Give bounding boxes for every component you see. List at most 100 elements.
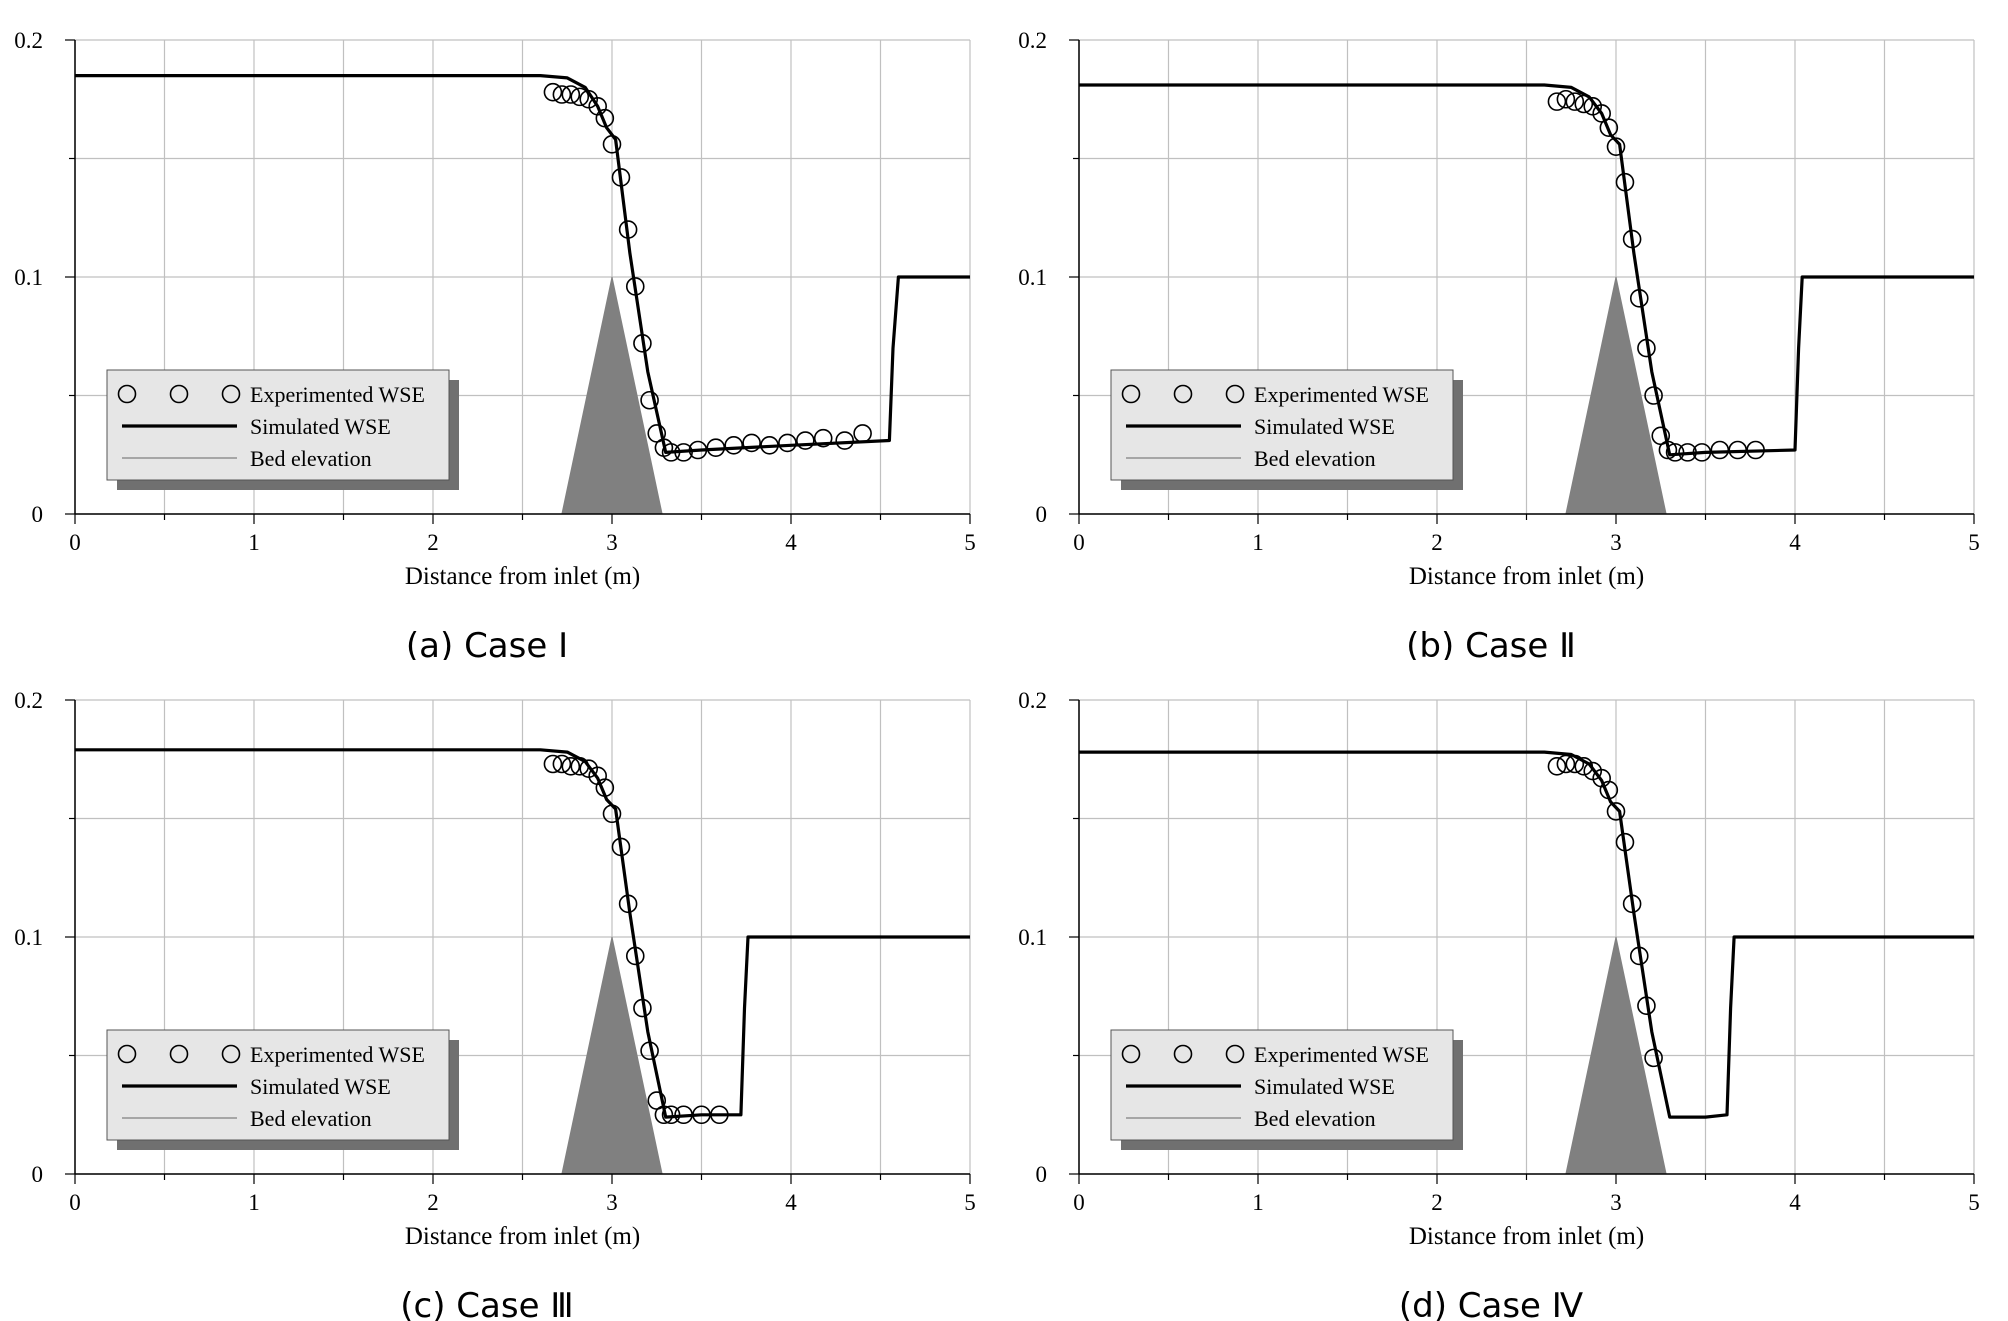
experimented-wse-point [674,443,693,462]
experimented-wse-point [1637,338,1656,358]
legend-label-experimented-wse: Experimented WSE [1254,1042,1429,1067]
experimented-wse-point [1629,946,1649,966]
experimented-wse-point [1746,440,1765,460]
y-tick-label: 0.1 [1018,265,1047,290]
experimented-wse-point [543,754,563,774]
experimented-wse-point [570,757,590,776]
x-tick-label: 5 [964,530,976,555]
chart-case-3: 0 1 2 3 4 5 0 0.1 0.2 Distance from inlet (m) Expe… [14,688,976,1321]
x-tick-label: 1 [1252,530,1264,555]
experimented-wse-point [1644,1048,1663,1068]
experimented-wse-point [796,431,815,450]
x-tick-label: 2 [427,530,439,555]
legend-label-bed-elevation: Bed elevation [1254,446,1376,471]
ticks [65,699,971,1184]
legend-label-simulated-wse: Simulated WSE [250,1074,391,1099]
experimented-wse-point [570,87,590,107]
experimented-wse-point [661,1105,681,1125]
experimented-wse-points [1547,89,1765,462]
experimented-wse-point [724,435,744,455]
legend-label-simulated-wse: Simulated WSE [250,414,391,439]
x-tick-label: 1 [1252,1190,1264,1215]
ticks [65,39,971,524]
x-tick-label: 1 [248,530,260,555]
experimented-wse-point [1665,443,1685,462]
x-tick-label: 5 [964,1190,976,1215]
experimented-wse-point [633,998,652,1018]
simulated-wse-line [75,73,970,454]
x-axis-label: Distance from inlet (m) [405,1223,640,1250]
experimented-wse-point [561,85,581,104]
legend-label-experimented-wse: Experimented WSE [250,1042,425,1067]
legend-marker-circle [1173,384,1193,404]
legend: Experimented WSE Simulated WSE Bed elevati… [1110,369,1463,490]
legend-marker-circle [1121,1044,1141,1064]
legend-marker-circle [169,384,189,404]
x-tick-label: 0 [1073,1190,1085,1215]
experimented-wse-point [1574,94,1594,114]
chart-case-4: 0 1 2 3 4 5 0 0.1 0.2 Distance from inlet (m) Expe… [1018,688,1980,1321]
x-tick-label: 5 [1968,1190,1980,1215]
experimented-wse-point [611,837,631,857]
experimented-wse-point [1728,440,1748,460]
chart-caption: (d) Case Ⅳ [1399,1286,1584,1321]
experimented-wse-point [1565,92,1585,111]
y-tick-label: 0.2 [14,688,43,713]
x-tick-label: 1 [248,1190,260,1215]
y-tick-label: 0.1 [1018,925,1047,950]
experimented-wse-point [674,1105,693,1125]
experimented-wse-point [640,390,659,410]
x-tick-label: 0 [69,1190,81,1215]
experimented-wse-point [1622,229,1642,249]
experimented-wse-point [1547,757,1567,776]
experimented-wse-point [1606,137,1626,156]
y-tick-label: 0 [32,1162,44,1187]
y-tick-label: 0.2 [1018,28,1047,53]
experimented-wse-point [1565,754,1585,774]
y-tick-label: 0.1 [14,925,43,950]
experimented-wse-point [688,440,708,460]
ticks [1069,699,1975,1184]
experimented-wse-point [692,1105,711,1125]
legend-label-simulated-wse: Simulated WSE [1254,414,1395,439]
legend: Experimented WSE Simulated WSE Bed elevati… [106,369,459,490]
x-tick-label: 3 [1610,1190,1622,1215]
experimented-wse-point [618,220,638,239]
experimented-wse-point [835,431,855,450]
experimented-wse-point [1574,757,1594,776]
experimented-wse-point [1556,754,1576,774]
legend-marker-circle [1225,1044,1245,1064]
legend: Experimented WSE Simulated WSE Bed elevati… [1110,1029,1463,1150]
x-tick-label: 2 [1431,1190,1443,1215]
experimented-wse-point [1606,802,1626,821]
ticks [1069,39,1975,524]
experimented-wse-point [625,946,645,966]
x-tick-label: 3 [1610,530,1622,555]
experimented-wse-point [552,85,572,104]
legend-label-bed-elevation: Bed elevation [250,1106,372,1131]
experimented-wse-point [1622,894,1642,914]
experimented-wse-points [543,82,872,462]
legend: Experimented WSE Simulated WSE Bed elevati… [106,1029,459,1150]
legend-marker-circle [1173,1044,1193,1064]
legend-marker-circle [117,1044,137,1064]
experimented-wse-point [1615,172,1635,192]
chart-case-1: 0 1 2 3 4 5 0 0.1 0.2 Distance from inlet (m) Expe… [14,28,976,660]
x-axis-label: Distance from inlet (m) [1409,563,1644,590]
simulated-wse-line [1079,750,1974,1119]
y-tick-label: 0.2 [1018,688,1047,713]
experimented-wse-point [595,778,615,797]
experimented-wse-point [618,894,638,914]
x-tick-label: 4 [1789,1190,1801,1215]
experimented-wse-point [611,168,631,187]
experimented-wse-points [1547,754,1663,1068]
legend-marker-circle [221,1044,241,1064]
chart-caption: (b) Case Ⅱ [1406,626,1576,660]
y-tick-label: 0.2 [14,28,43,53]
experimented-wse-point [710,1105,729,1125]
experimented-wse-point [778,433,797,453]
legend-label-experimented-wse: Experimented WSE [250,382,425,407]
experimented-wse-point [1599,780,1619,800]
x-axis-label: Distance from inlet (m) [1409,1223,1644,1250]
